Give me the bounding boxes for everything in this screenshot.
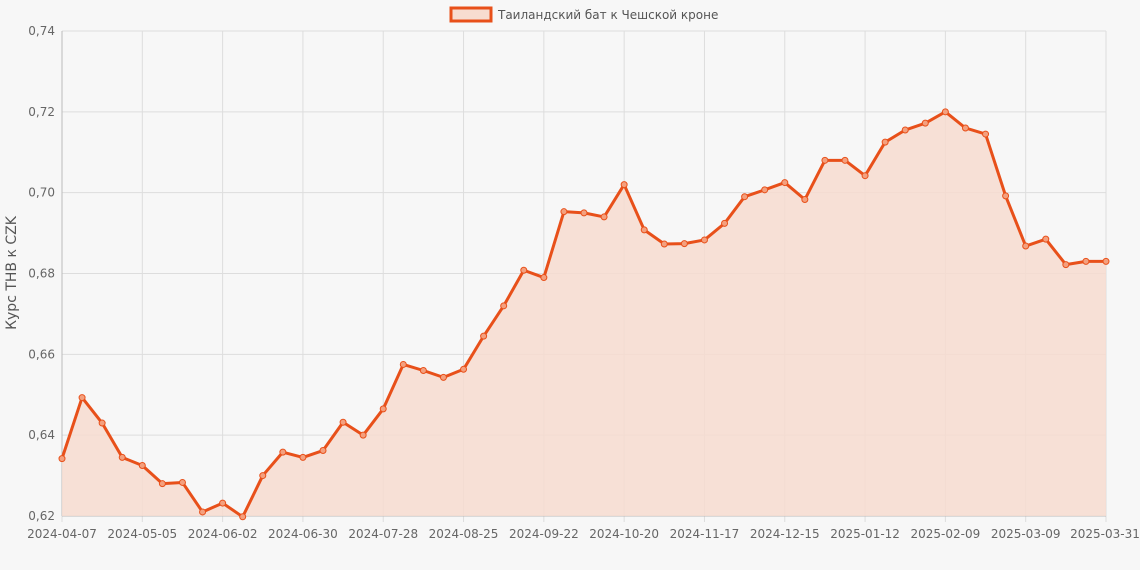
x-tick-label: 2024-04-07: [27, 527, 97, 541]
data-point[interactable]: [982, 130, 990, 138]
data-point[interactable]: [158, 480, 166, 488]
data-point[interactable]: [1102, 257, 1110, 265]
data-point[interactable]: [58, 455, 66, 463]
x-tick-label: 2025-01-12: [830, 527, 900, 541]
data-point[interactable]: [801, 196, 809, 204]
data-point[interactable]: [901, 126, 909, 134]
data-point[interactable]: [78, 394, 86, 402]
data-point[interactable]: [680, 240, 688, 248]
series-points: [58, 108, 1110, 521]
data-point[interactable]: [781, 179, 789, 187]
data-point[interactable]: [600, 213, 608, 221]
x-tick-label: 2024-06-02: [188, 527, 258, 541]
series-area: [62, 111, 1106, 517]
data-point[interactable]: [199, 508, 207, 516]
data-point[interactable]: [700, 236, 708, 244]
data-point[interactable]: [881, 138, 889, 146]
data-point[interactable]: [379, 405, 387, 413]
legend[interactable]: Таиландский бат к Чешской кроне: [449, 6, 718, 23]
data-point[interactable]: [520, 266, 528, 274]
x-tick-label: 2024-12-15: [750, 527, 820, 541]
data-point[interactable]: [620, 181, 628, 189]
x-tick-label: 2025-03-09: [991, 527, 1061, 541]
data-point[interactable]: [439, 373, 447, 381]
data-point[interactable]: [399, 360, 407, 368]
data-point[interactable]: [540, 274, 548, 282]
data-point[interactable]: [660, 240, 668, 248]
data-point[interactable]: [741, 193, 749, 201]
data-point[interactable]: [319, 447, 327, 455]
data-point[interactable]: [98, 419, 106, 427]
data-point[interactable]: [961, 124, 969, 132]
data-point[interactable]: [339, 418, 347, 426]
x-tick-label: 2024-07-28: [348, 527, 418, 541]
data-point[interactable]: [239, 513, 247, 521]
data-point[interactable]: [460, 365, 468, 373]
data-point[interactable]: [279, 448, 287, 456]
data-point[interactable]: [359, 431, 367, 439]
data-point[interactable]: [178, 478, 186, 486]
x-axis-ticks: 2024-04-07 2024-05-05 2024-06-02 2024-06-30…: [27, 527, 1140, 541]
data-point[interactable]: [419, 367, 427, 374]
data-point[interactable]: [118, 453, 126, 461]
data-point[interactable]: [721, 219, 729, 227]
data-point[interactable]: [761, 186, 769, 194]
y-tick-label: 0,62: [28, 509, 55, 523]
data-point[interactable]: [1082, 257, 1090, 265]
x-tick-label: 2024-05-05: [107, 527, 177, 541]
x-tick-label: 2024-09-22: [509, 527, 579, 541]
data-point[interactable]: [841, 156, 849, 164]
data-point[interactable]: [921, 119, 929, 127]
legend-label: Таиландский бат к Чешской кроне: [497, 8, 718, 22]
legend-swatch: [449, 6, 493, 23]
data-point[interactable]: [500, 302, 508, 310]
x-tick-label: 2024-10-20: [589, 527, 659, 541]
y-tick-label: 0,68: [28, 267, 55, 281]
data-point[interactable]: [1022, 242, 1030, 250]
data-point[interactable]: [480, 332, 488, 340]
x-tick-label: 2024-11-17: [670, 527, 740, 541]
data-point[interactable]: [640, 226, 648, 234]
data-point[interactable]: [1002, 192, 1010, 200]
y-axis-ticks: 0,62 0,64 0,66 0,68 0,70 0,72 0,74: [28, 24, 55, 523]
y-tick-label: 0,66: [28, 347, 55, 361]
data-point[interactable]: [861, 172, 869, 180]
x-tick-label: 2024-08-25: [429, 527, 499, 541]
x-tick-label: 2025-03-31: [1070, 527, 1140, 541]
data-point[interactable]: [580, 209, 588, 217]
y-tick-label: 0,70: [28, 186, 55, 200]
x-tick-label: 2024-06-30: [268, 527, 338, 541]
data-point[interactable]: [138, 461, 146, 469]
data-point[interactable]: [560, 208, 568, 216]
y-tick-label: 0,72: [28, 105, 55, 119]
data-point[interactable]: [299, 453, 307, 461]
y-tick-label: 0,74: [28, 24, 55, 38]
data-point[interactable]: [1062, 261, 1070, 269]
y-axis-label: Курс THB к CZK: [4, 215, 20, 330]
data-point[interactable]: [1042, 235, 1050, 243]
data-point[interactable]: [219, 499, 227, 507]
data-point[interactable]: [941, 108, 949, 116]
data-point[interactable]: [259, 472, 267, 480]
x-tick-label: 2025-02-09: [911, 527, 981, 541]
data-point[interactable]: [821, 156, 829, 164]
y-tick-label: 0,64: [28, 428, 55, 442]
